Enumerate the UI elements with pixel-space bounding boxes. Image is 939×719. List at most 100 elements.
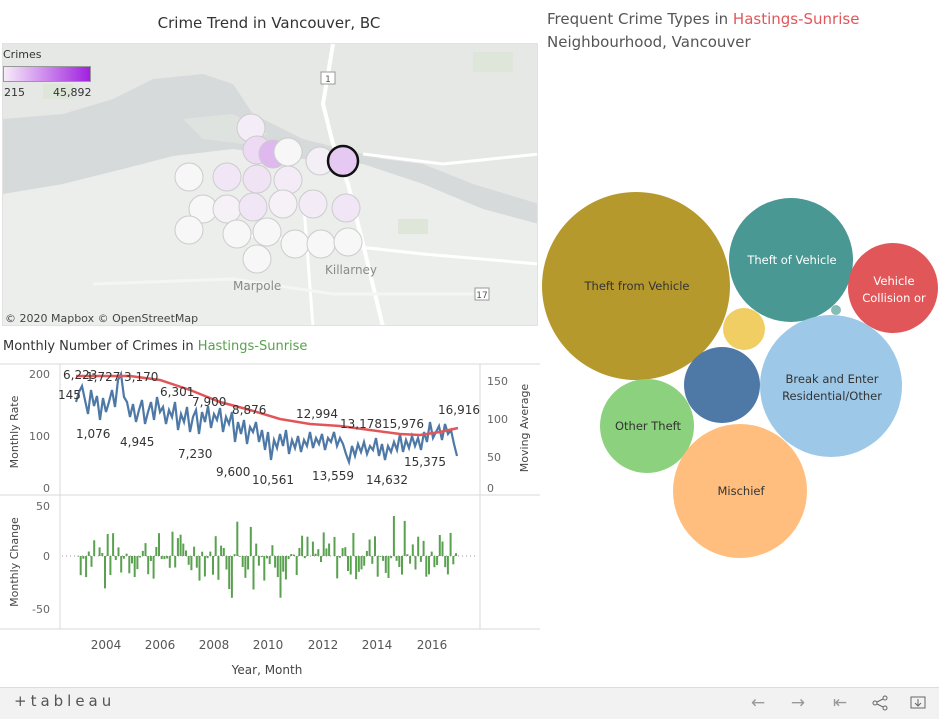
line-title-neighbourhood: Hastings-Sunrise: [197, 339, 308, 354]
annotation: 15,375: [404, 455, 446, 469]
y-right-axis-label: Moving Average: [518, 384, 531, 473]
bubble-label: Residential/Other: [782, 389, 882, 403]
line-title-prefix: Monthly Number of Crimes in: [3, 339, 198, 354]
undo-icon[interactable]: ←: [750, 693, 766, 713]
neighbourhood-circle[interactable]: [333, 227, 363, 257]
neighbourhood-circle[interactable]: [242, 164, 272, 194]
change-tick: -50: [32, 603, 50, 616]
neighbourhood-circle[interactable]: [174, 215, 204, 245]
share-icon[interactable]: [868, 692, 892, 714]
neighbourhood-circle[interactable]: [298, 189, 328, 219]
annotation: 13,178: [340, 417, 382, 431]
bubble-mischief[interactable]: Mischief: [673, 424, 807, 558]
bubble-break-and-enter[interactable]: Break and Enter Residential/Other: [760, 315, 902, 457]
annotation: 7,900: [192, 395, 226, 409]
line-chart-title: Monthly Number of Crimes in Hastings-Sun…: [3, 339, 307, 354]
crime-type-bubble-chart[interactable]: Theft from Vehicle Theft of Vehicle Vehi…: [540, 180, 939, 570]
bubble-theft-from-vehicle[interactable]: Theft from Vehicle: [542, 192, 730, 380]
change-tick: 0: [43, 550, 50, 563]
bubble-theft-of-vehicle[interactable]: Theft of Vehicle: [729, 198, 853, 322]
y-left-axis-label: Monthly Rate: [8, 395, 21, 468]
annotation: 6,223: [63, 368, 97, 382]
tableau-logo[interactable]: +tableau: [14, 692, 116, 710]
legend-gradient: [3, 66, 91, 82]
bubble-label: Other Theft: [615, 419, 682, 433]
selected-neighbourhood-circle[interactable]: [326, 144, 360, 178]
bubble-small-teal[interactable]: [831, 305, 841, 315]
annotation: 9,600: [216, 465, 250, 479]
annotation: 12,994: [296, 407, 338, 421]
crime-map[interactable]: 1 17 Marpole Killarney: [2, 43, 538, 326]
bubble-vehicle-collision[interactable]: Vehicle Collision or: [848, 243, 938, 333]
time-series-charts[interactable]: Monthly Rate Moving Average Monthly Chan…: [0, 362, 540, 682]
moving-average-line[interactable]: [76, 374, 459, 437]
place-label-killarney: Killarney: [325, 263, 377, 277]
bubble-small-yellow[interactable]: [723, 308, 765, 350]
bubble-other-theft[interactable]: Other Theft: [600, 379, 694, 473]
left-tick: 200: [29, 368, 50, 381]
highway-label-17: 17: [476, 291, 487, 301]
x-tick: 2014: [362, 638, 393, 652]
map-credit[interactable]: © 2020 Mapbox © OpenStreetMap: [5, 312, 199, 325]
left-tick: 100: [29, 430, 50, 443]
annotation: 3,170: [124, 370, 158, 384]
bubble-label: Collision or: [862, 291, 926, 305]
monthly-change-bars[interactable]: [77, 516, 457, 598]
neighbourhood-circle[interactable]: [331, 193, 361, 223]
monthly-rate-line[interactable]: [74, 370, 459, 467]
neighbourhood-circle[interactable]: [306, 229, 336, 259]
annotation: 15,976: [382, 417, 424, 431]
neighbourhood-circle[interactable]: [242, 244, 272, 274]
annotation: 8,876: [232, 403, 266, 417]
neighbourhood-circle[interactable]: [222, 219, 252, 249]
annotation: 16,916: [438, 403, 480, 417]
bubble-label: Theft of Vehicle: [746, 253, 836, 267]
annotation: 145: [58, 388, 81, 402]
bubble-chart-title: Frequent Crime Types in Hastings-Sunrise…: [547, 8, 859, 54]
place-label-marpole: Marpole: [233, 279, 281, 293]
x-tick: 2006: [145, 638, 176, 652]
x-tick: 2012: [308, 638, 339, 652]
highway-label-1: 1: [325, 75, 331, 85]
redo-icon[interactable]: →: [790, 693, 806, 713]
change-tick: 50: [36, 500, 50, 513]
annotation: 4,945: [120, 435, 154, 449]
color-legend: Crimes 215 45,892: [3, 48, 99, 106]
bubble-label: Mischief: [717, 484, 765, 498]
map-title: Crime Trend in Vancouver, BC: [157, 14, 381, 32]
neighbourhood-circle[interactable]: [212, 162, 242, 192]
annotation: 13,559: [312, 469, 354, 483]
neighbourhood-circle[interactable]: [238, 192, 268, 222]
right-tick: 50: [487, 451, 501, 464]
x-tick: 2016: [417, 638, 448, 652]
download-icon[interactable]: [906, 692, 930, 714]
right-tick: 0: [487, 482, 494, 495]
annotation: 14,632: [366, 473, 408, 487]
bubble-title-line2: Neighbourhood, Vancouver: [547, 33, 751, 51]
bubble-label: Theft from Vehicle: [584, 279, 690, 293]
map-basemap: 1 17 Marpole Killarney: [3, 44, 537, 325]
neighbourhood-circle[interactable]: [212, 194, 242, 224]
neighbourhood-circle[interactable]: [252, 217, 282, 247]
legend-title: Crimes: [3, 48, 42, 61]
x-tick: 2004: [91, 638, 122, 652]
y-change-axis-label: Monthly Change: [8, 517, 21, 607]
x-tick: 2010: [253, 638, 284, 652]
revert-icon[interactable]: ⇤: [832, 693, 848, 713]
neighbourhood-circle[interactable]: [273, 165, 303, 195]
bubble-dark-blue[interactable]: [684, 347, 760, 423]
x-tick: 2008: [199, 638, 230, 652]
right-tick: 100: [487, 413, 508, 426]
neighbourhood-circle[interactable]: [174, 162, 204, 192]
neighbourhood-circle[interactable]: [273, 137, 303, 167]
right-tick: 150: [487, 375, 508, 388]
bubble-title-prefix: Frequent Crime Types in: [547, 10, 733, 28]
bubble-label: Vehicle: [873, 274, 914, 288]
annotation: 10,561: [252, 473, 294, 487]
annotation: 1,727: [86, 370, 120, 384]
annotation: 6,301: [160, 385, 194, 399]
neighbourhood-circle[interactable]: [268, 189, 298, 219]
annotation: 7,230: [178, 447, 212, 461]
neighbourhood-circle[interactable]: [280, 229, 310, 259]
left-tick: 0: [43, 482, 50, 495]
